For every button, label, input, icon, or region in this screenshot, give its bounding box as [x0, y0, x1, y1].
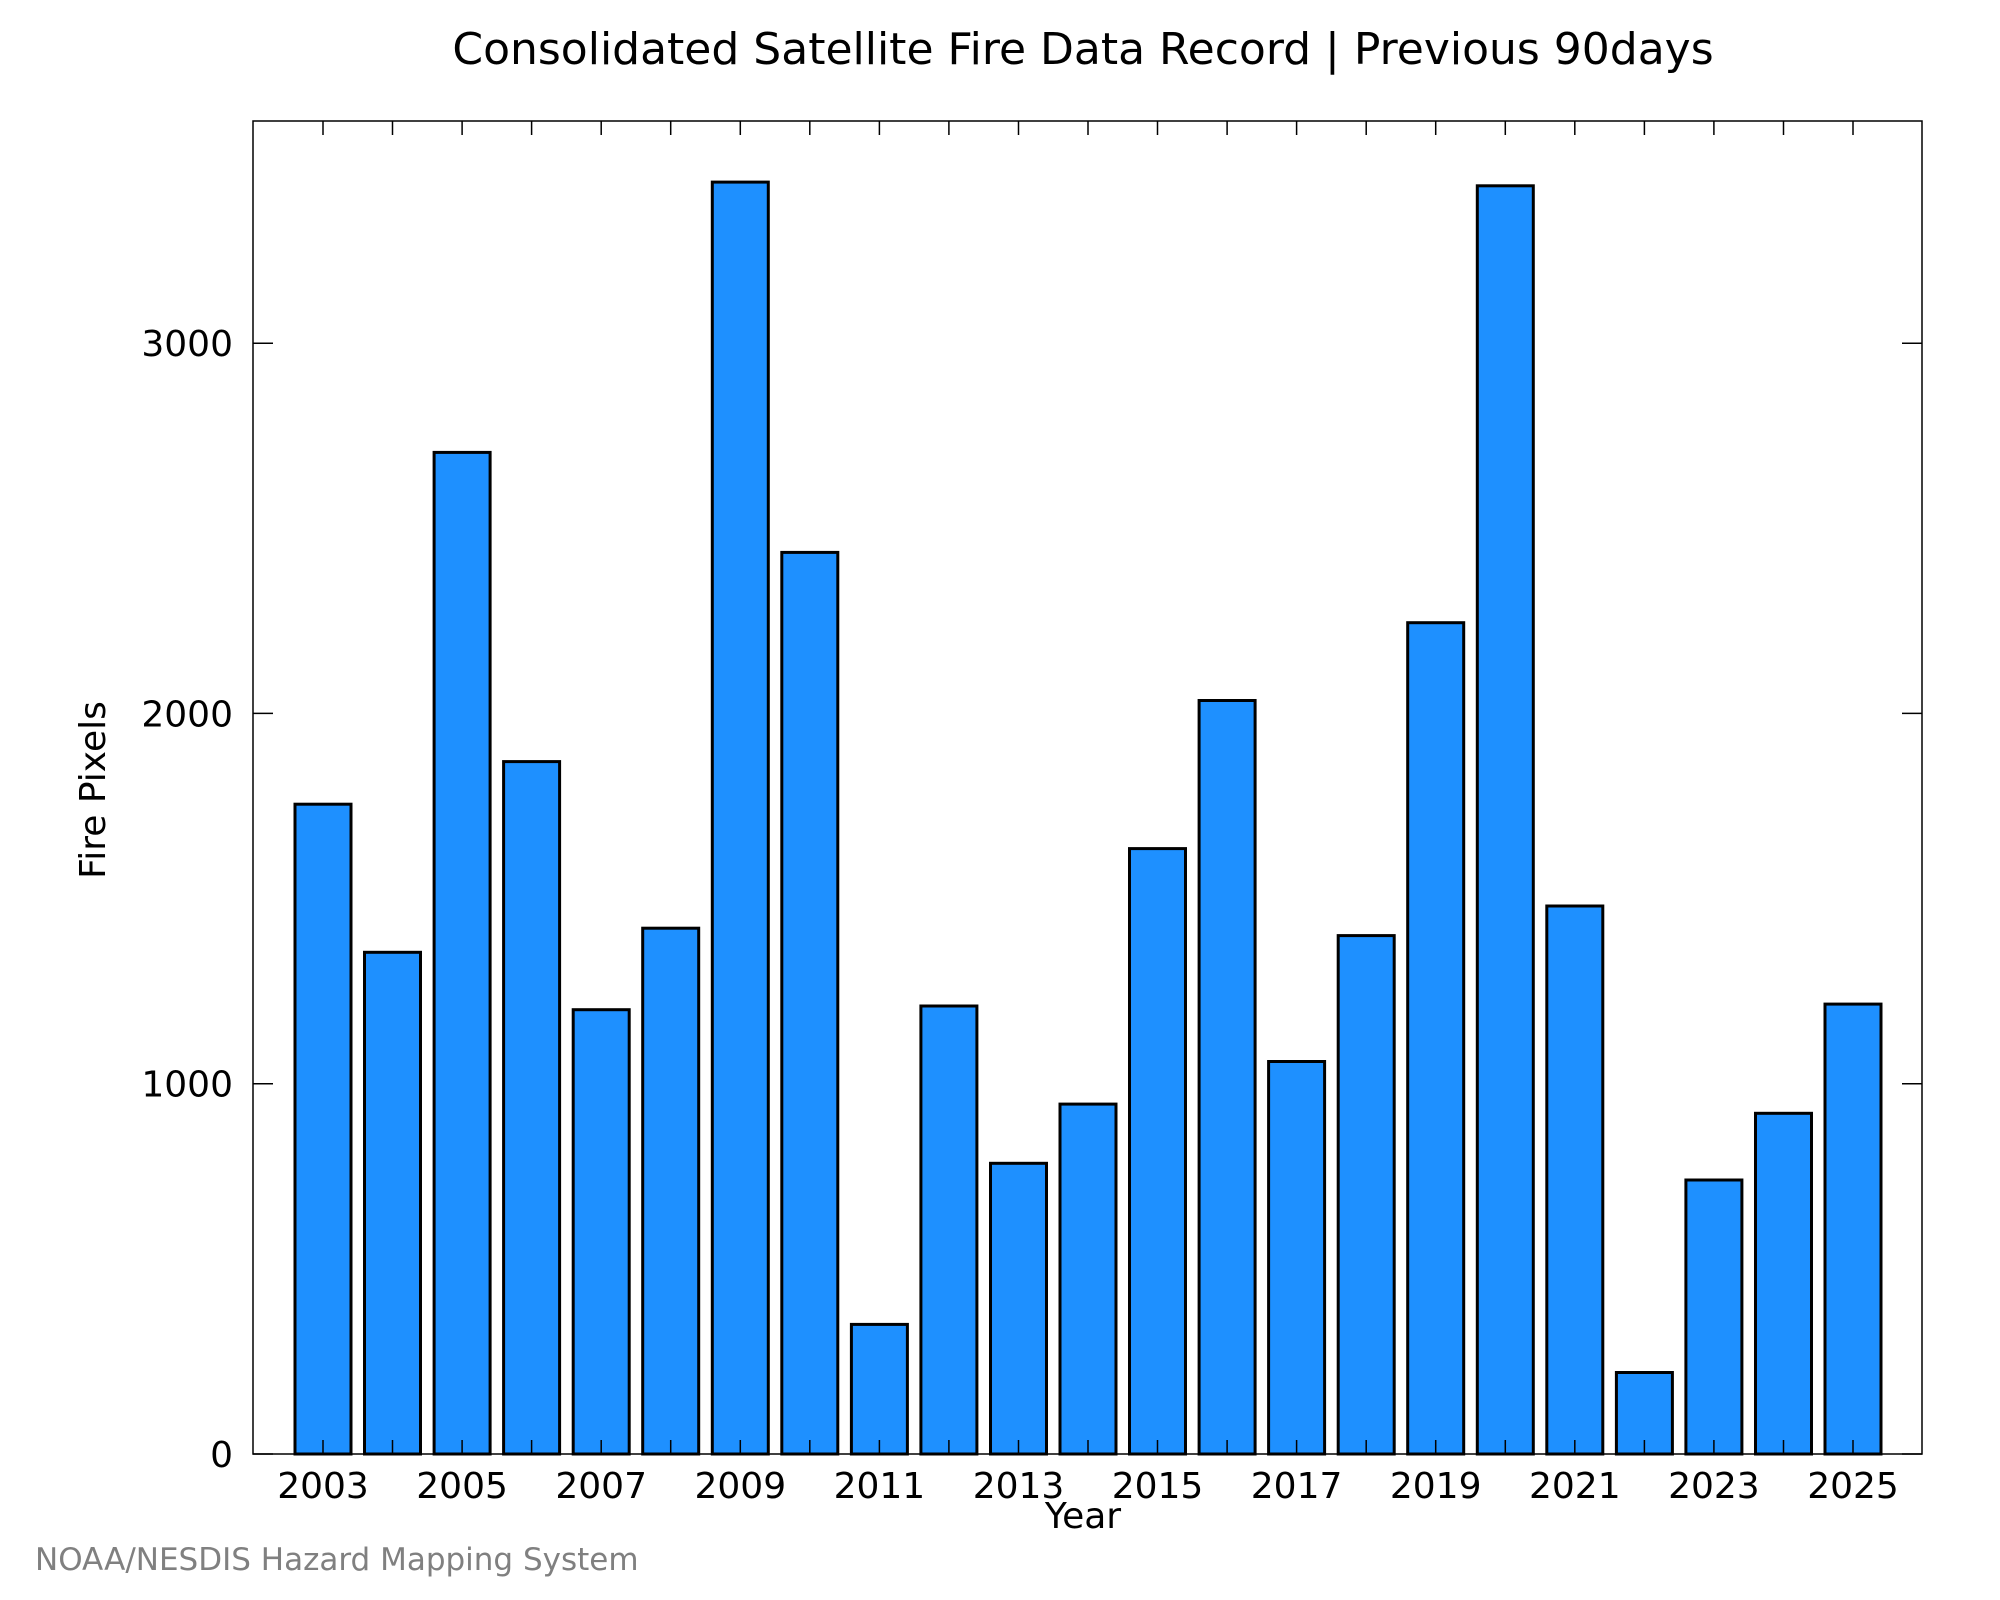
y-tick-label-1000: 1000 [141, 1065, 233, 1106]
x-tick-label-2023: 2023 [1668, 1466, 1760, 1507]
credit-text: NOAA/NESDIS Hazard Mapping System [35, 1542, 639, 1578]
bar-2025 [1823, 1002, 1883, 1456]
plot-frame [252, 120, 1923, 1455]
bar-2005 [432, 450, 492, 1456]
bar-2014 [1058, 1102, 1118, 1456]
bar-2023 [1684, 1178, 1744, 1456]
bar-2006 [502, 760, 562, 1456]
ticks-group: 2003 2005 2007 2009 2011 2013 2015 2017 2019 2021… [141, 121, 1922, 1507]
bar-2009 [710, 180, 770, 1456]
bar-2011 [849, 1322, 909, 1456]
x-tick-label-2021: 2021 [1529, 1466, 1621, 1507]
x-tick-label-2015: 2015 [1112, 1466, 1204, 1507]
x-tick-label-2009: 2009 [694, 1466, 786, 1507]
bar-2008 [641, 926, 701, 1456]
bar-2007 [571, 1008, 631, 1456]
x-tick-label-2007: 2007 [555, 1466, 647, 1507]
bar-2020 [1475, 184, 1535, 1456]
bar-2016 [1197, 699, 1257, 1456]
bar-2010 [780, 550, 840, 1456]
bar-2015 [1128, 847, 1187, 1456]
bar-2021 [1545, 904, 1605, 1456]
bars-group [293, 180, 1883, 1456]
x-axis-label: Year [1044, 1496, 1121, 1537]
bar-2004 [363, 950, 422, 1456]
bar-2003 [293, 802, 353, 1456]
y-tick-label-2000: 2000 [141, 694, 233, 735]
x-tick-label-2025: 2025 [1807, 1466, 1899, 1507]
y-axis-label: Fire Pixels [73, 701, 114, 879]
bar-2013 [989, 1161, 1048, 1456]
x-tick-label-2013: 2013 [973, 1466, 1065, 1507]
x-tick-label-2019: 2019 [1390, 1466, 1482, 1507]
bar-2019 [1406, 621, 1466, 1456]
bar-2018 [1336, 934, 1396, 1456]
chart-title: Consolidated Satellite Fire Data Record … [452, 24, 1713, 75]
x-tick-label-2003: 2003 [277, 1466, 369, 1507]
bar-2017 [1267, 1060, 1327, 1456]
x-tick-label-2011: 2011 [834, 1466, 926, 1507]
x-tick-label-2005: 2005 [416, 1466, 508, 1507]
bar-2012 [919, 1004, 979, 1456]
bar-2024 [1754, 1111, 1813, 1456]
y-tick-label-3000: 3000 [141, 324, 233, 365]
y-tick-label-0: 0 [210, 1435, 233, 1476]
x-tick-label-2017: 2017 [1251, 1466, 1343, 1507]
